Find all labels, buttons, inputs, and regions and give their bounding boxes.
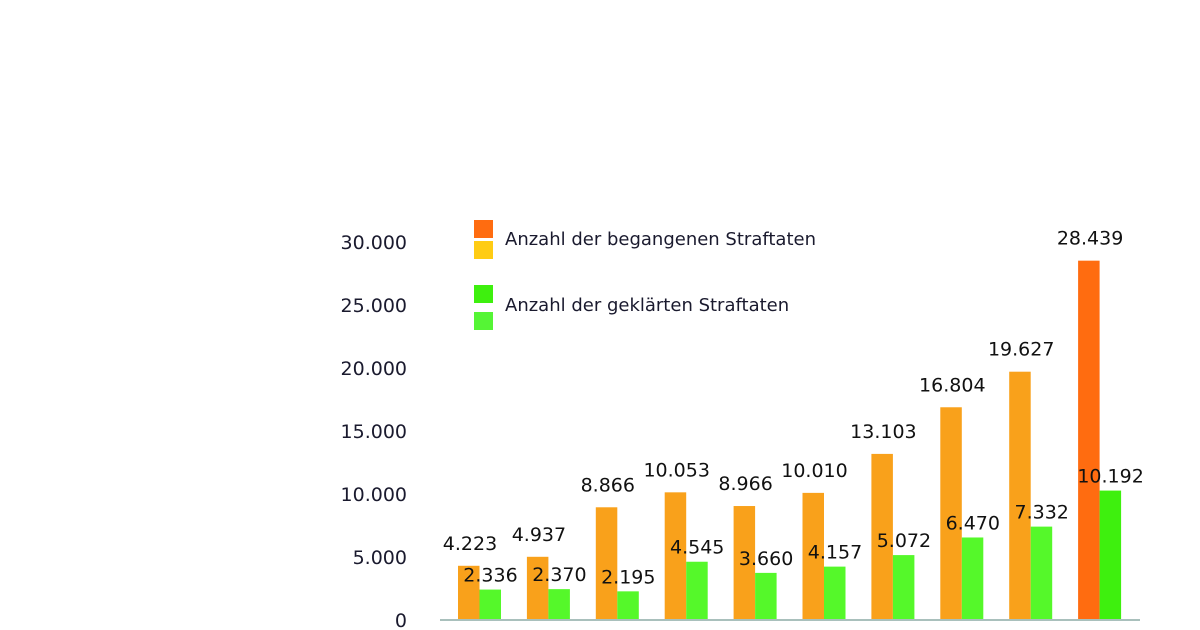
- data-label-committed: 10.053: [643, 459, 709, 481]
- bar-solved: [686, 561, 708, 619]
- data-label-committed: 10.010: [781, 460, 847, 482]
- bar-solved: [755, 572, 777, 619]
- bar-solved: [1030, 526, 1053, 619]
- data-label-solved: 5.072: [877, 530, 931, 552]
- data-label-committed: 19.627: [988, 339, 1054, 361]
- bar-committed: [526, 556, 549, 619]
- data-label-committed: 8.966: [718, 473, 772, 495]
- y-tick-label: 10.000: [341, 484, 407, 506]
- y-tick-label: 15.000: [341, 421, 407, 443]
- bar-solved: [617, 591, 639, 619]
- data-label-committed: 28.439: [1057, 228, 1123, 250]
- legend-label-committed: Anzahl der begangenen Straftaten: [505, 229, 816, 250]
- data-label-solved: 4.545: [670, 537, 724, 559]
- y-tick-label: 20.000: [341, 358, 407, 380]
- data-label-committed: 16.804: [919, 374, 985, 396]
- data-label-committed: 4.937: [512, 524, 566, 546]
- bars: 4.223 2.336 4.937 2.370 8.866 2.195 10.053 4.54…: [443, 228, 1144, 619]
- bar-committed: [458, 565, 480, 619]
- y-axis: 0 5.000 10.000 15.000 20.000 25.000 30.000: [341, 232, 407, 630]
- data-label-solved: 3.660: [739, 548, 793, 570]
- bar-solved: [1099, 490, 1122, 619]
- bar-committed: [1078, 260, 1100, 619]
- y-tick-label: 30.000: [341, 232, 407, 254]
- bar-committed: [595, 507, 618, 619]
- legend-swatch-committed-1: [474, 220, 493, 238]
- bar-solved: [961, 537, 984, 619]
- legend: Anzahl der begangenen Straftaten Anzahl …: [474, 220, 816, 330]
- bar-solved: [479, 589, 501, 619]
- bar-committed: [871, 453, 893, 619]
- data-label-solved: 7.332: [1014, 502, 1068, 524]
- legend-swatch-solved-1: [474, 285, 493, 303]
- bar-solved: [548, 589, 570, 619]
- data-label-solved: 6.470: [946, 512, 1000, 534]
- data-label-solved: 4.157: [808, 542, 862, 564]
- legend-swatch-solved-2: [474, 312, 493, 330]
- bar-solved: [824, 566, 846, 619]
- data-label-solved: 2.370: [532, 564, 586, 586]
- y-tick-label: 5.000: [353, 547, 407, 569]
- bar-committed: [1009, 371, 1031, 619]
- data-label-solved: 2.195: [601, 566, 655, 588]
- bar-solved: [892, 555, 915, 619]
- data-label-committed: 13.103: [850, 421, 916, 443]
- y-tick-label: 25.000: [341, 295, 407, 317]
- legend-swatch-committed-2: [474, 241, 493, 259]
- legend-label-solved: Anzahl der geklärten Straftaten: [505, 295, 789, 316]
- data-label-solved: 2.336: [463, 565, 517, 587]
- bar-committed: [664, 492, 687, 619]
- data-label-committed: 8.866: [581, 474, 635, 496]
- data-label-committed: 4.223: [443, 533, 497, 555]
- bar-committed: [733, 506, 756, 619]
- bar-committed: [802, 492, 824, 619]
- y-tick-label: 0: [395, 610, 407, 630]
- bar-committed: [940, 407, 962, 619]
- data-label-solved: 10.192: [1077, 466, 1143, 488]
